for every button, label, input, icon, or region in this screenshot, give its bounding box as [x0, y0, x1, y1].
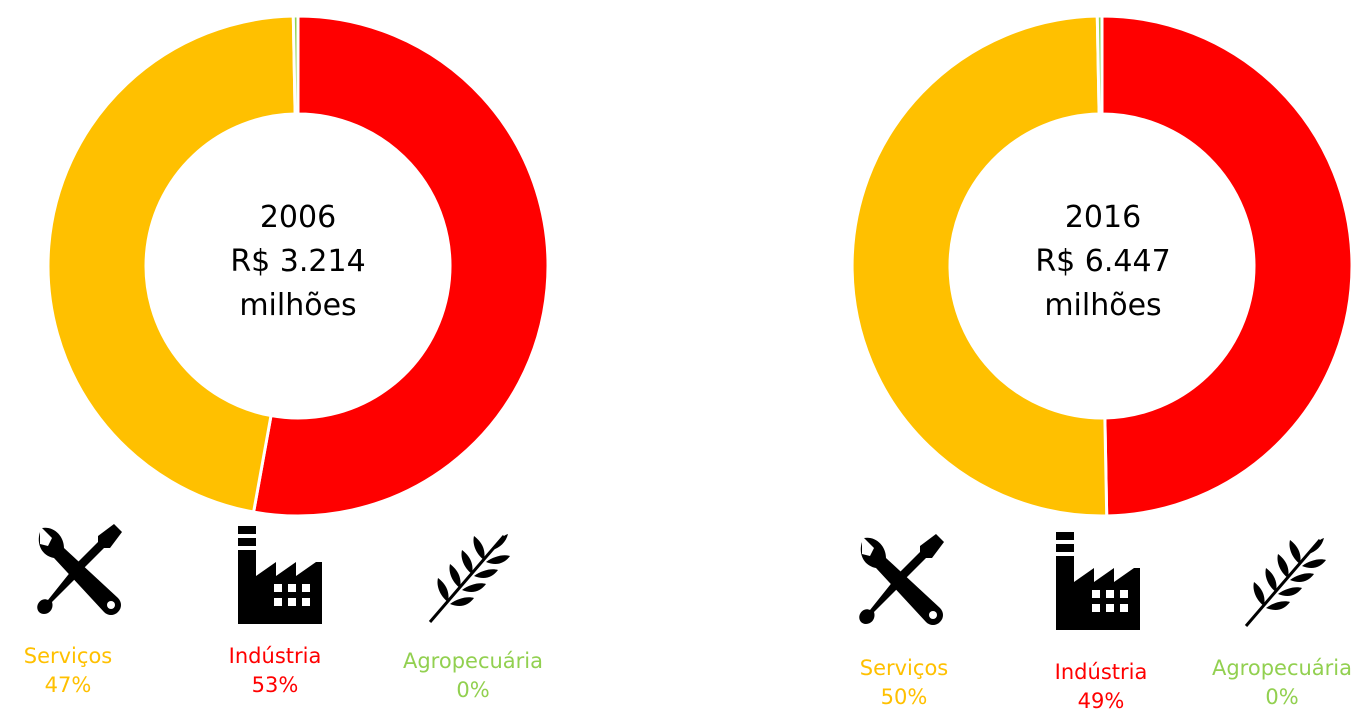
legend-percent: 53%	[175, 671, 375, 700]
legend-servicos: Serviços 47%	[0, 642, 168, 700]
center-value: R$ 6.447	[993, 240, 1213, 284]
wheat-icon	[1242, 534, 1326, 630]
legend-label: Indústria	[1001, 658, 1201, 687]
legend-label: Indústria	[175, 642, 375, 671]
donut-center-label: 2016 R$ 6.447 milhões	[993, 196, 1213, 328]
chart-panel-2016: 2016 R$ 6.447 milhões	[680, 0, 1360, 713]
center-value: R$ 3.214	[188, 240, 408, 284]
center-year: 2016	[993, 196, 1213, 240]
legend-label: Agropecuária	[1182, 654, 1360, 683]
wheat-icon	[426, 530, 510, 626]
legend-percent: 49%	[1001, 687, 1201, 716]
tools-icon	[856, 530, 946, 630]
factory-icon	[1054, 532, 1144, 632]
legend-label: Serviços	[0, 642, 168, 671]
center-year: 2006	[188, 196, 408, 240]
center-unit: milhões	[993, 284, 1213, 328]
legend-agropecuaria: Agropecuária 0%	[1182, 654, 1360, 712]
center-unit: milhões	[188, 284, 408, 328]
legend-percent: 0%	[373, 676, 573, 705]
legend-industria: Indústria 53%	[175, 642, 375, 700]
legend-percent: 47%	[0, 671, 168, 700]
legend-percent: 50%	[804, 683, 1004, 712]
donut-slice-agropecuaria	[1097, 16, 1102, 114]
legend-percent: 0%	[1182, 683, 1360, 712]
legend-industria: Indústria 49%	[1001, 658, 1201, 716]
legend-label: Agropecuária	[373, 647, 573, 676]
donut-center-label: 2006 R$ 3.214 milhões	[188, 196, 408, 328]
donut-slice-agropecuaria	[293, 16, 298, 114]
chart-panel-2006: 2006 R$ 3.214 milhões	[0, 0, 680, 713]
legend-label: Serviços	[804, 654, 1004, 683]
legend-servicos: Serviços 50%	[804, 654, 1004, 712]
factory-icon	[236, 526, 326, 626]
tools-icon	[34, 520, 124, 620]
legend-agropecuaria: Agropecuária 0%	[373, 647, 573, 705]
